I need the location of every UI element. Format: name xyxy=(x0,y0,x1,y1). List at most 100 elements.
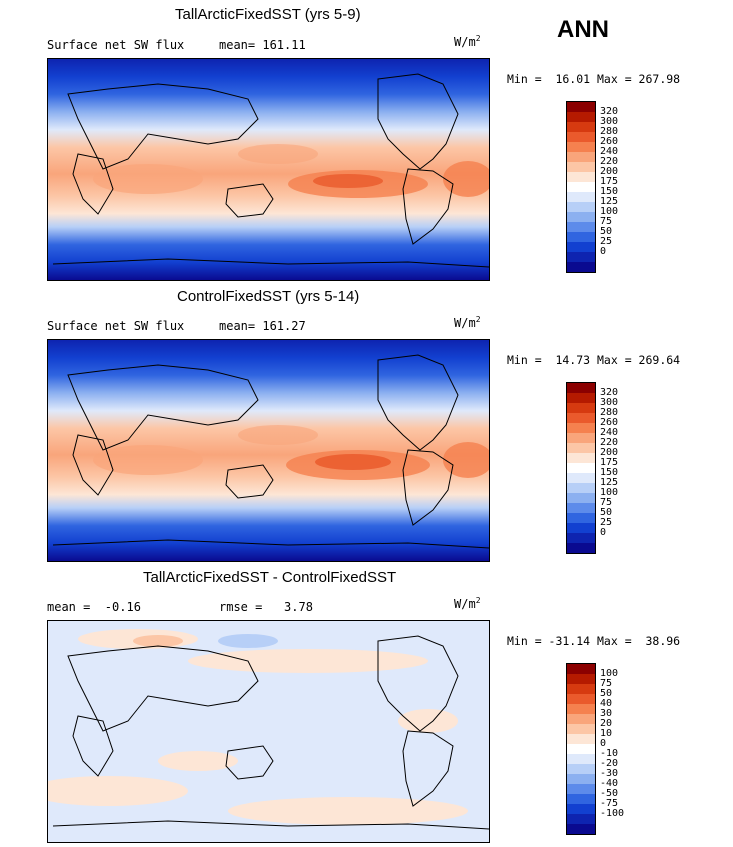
colorbar-swatch xyxy=(567,202,595,212)
panel-2-minmax: Min = 14.73 Max = 269.64 xyxy=(507,353,681,367)
panel-1-field-label: Surface net SW flux xyxy=(47,38,185,52)
colorbar-tick-label: 125 xyxy=(600,477,619,488)
panel-3-map xyxy=(47,620,490,843)
colorbar-tick-label: 100 xyxy=(600,668,619,679)
colorbar-tick-label: 10 xyxy=(600,728,613,739)
colorbar-swatch xyxy=(567,262,595,272)
colorbar-swatch xyxy=(567,252,595,262)
colorbar-swatch xyxy=(567,754,595,764)
colorbar-tick-label: 100 xyxy=(600,487,619,498)
colorbar-swatch xyxy=(567,523,595,533)
colorbar-swatch xyxy=(567,172,595,182)
panel-3-rmse: rmse = 3.78 xyxy=(219,600,313,614)
colorbar-tick-label: 280 xyxy=(600,407,619,418)
panel-2-units: W/m2 xyxy=(454,315,481,330)
colorbar-tick-label: 200 xyxy=(600,447,619,458)
colorbar-tick-label: 320 xyxy=(600,387,619,398)
colorbar-swatch xyxy=(567,503,595,513)
colorbar-tick-label: 25 xyxy=(600,517,613,528)
colorbar-tick-label: -100 xyxy=(600,808,625,819)
colorbar-tick-label: 320 xyxy=(600,106,619,117)
colorbar-tick-label: 150 xyxy=(600,186,619,197)
colorbar-swatch xyxy=(567,684,595,694)
panel-2-map xyxy=(47,339,490,562)
colorbar-swatch xyxy=(567,122,595,132)
colorbar-tick-label: 150 xyxy=(600,467,619,478)
panel-3-colorbar xyxy=(566,663,596,835)
colorbar-swatch xyxy=(567,112,595,122)
colorbar-tick-label: 0 xyxy=(600,246,607,257)
colorbar-tick-label: 20 xyxy=(600,718,613,729)
colorbar-swatch xyxy=(567,824,595,834)
colorbar-swatch xyxy=(567,433,595,443)
colorbar-swatch xyxy=(567,453,595,463)
colorbar-tick-label: 100 xyxy=(600,206,619,217)
colorbar-tick-label: -20 xyxy=(600,758,619,769)
colorbar-swatch xyxy=(567,102,595,112)
colorbar-swatch xyxy=(567,443,595,453)
colorbar-swatch xyxy=(567,784,595,794)
colorbar-tick-label: -50 xyxy=(600,788,619,799)
colorbar-swatch xyxy=(567,664,595,674)
colorbar-swatch xyxy=(567,804,595,814)
colorbar-tick-label: 175 xyxy=(600,176,619,187)
colorbar-tick-label: 200 xyxy=(600,166,619,177)
colorbar-swatch xyxy=(567,543,595,553)
panel-1-units: W/m2 xyxy=(454,34,481,49)
colorbar-tick-label: 50 xyxy=(600,226,613,237)
colorbar-swatch xyxy=(567,744,595,754)
colorbar-tick-label: -40 xyxy=(600,778,619,789)
panel-1-map xyxy=(47,58,490,281)
panel-1-colorbar xyxy=(566,101,596,273)
colorbar-swatch xyxy=(567,152,595,162)
colorbar-swatch xyxy=(567,192,595,202)
colorbar-tick-label: 175 xyxy=(600,457,619,468)
colorbar-swatch xyxy=(567,423,595,433)
panel-3-map-svg xyxy=(48,621,489,842)
colorbar-swatch xyxy=(567,493,595,503)
panel-3-units: W/m2 xyxy=(454,596,481,611)
panel-1-mean: mean= 161.11 xyxy=(219,38,306,52)
colorbar-swatch xyxy=(567,483,595,493)
colorbar-swatch xyxy=(567,473,595,483)
colorbar-swatch xyxy=(567,533,595,543)
colorbar-tick-label: 30 xyxy=(600,708,613,719)
colorbar-tick-label: 50 xyxy=(600,688,613,699)
panel-2-colorbar xyxy=(566,382,596,554)
colorbar-swatch xyxy=(567,674,595,684)
colorbar-swatch xyxy=(567,182,595,192)
panel-2-field-label: Surface net SW flux xyxy=(47,319,185,333)
colorbar-tick-label: 240 xyxy=(600,427,619,438)
colorbar-tick-label: 50 xyxy=(600,507,613,518)
colorbar-swatch xyxy=(567,222,595,232)
colorbar-tick-label: 75 xyxy=(600,216,613,227)
colorbar-swatch xyxy=(567,734,595,744)
colorbar-tick-label: 240 xyxy=(600,146,619,157)
colorbar-tick-label: 25 xyxy=(600,236,613,247)
colorbar-tick-label: -75 xyxy=(600,798,619,809)
colorbar-tick-label: 75 xyxy=(600,497,613,508)
colorbar-swatch xyxy=(567,463,595,473)
panel-3-minmax: Min = -31.14 Max = 38.96 xyxy=(507,634,681,648)
colorbar-tick-label: 0 xyxy=(600,738,607,749)
colorbar-swatch xyxy=(567,724,595,734)
panel-1-minmax: Min = 16.01 Max = 267.98 xyxy=(507,72,681,86)
colorbar-swatch xyxy=(567,242,595,252)
colorbar-swatch xyxy=(567,814,595,824)
colorbar-tick-label: -30 xyxy=(600,768,619,779)
colorbar-tick-label: 260 xyxy=(600,417,619,428)
panel-1-title: TallArcticFixedSST (yrs 5-9) xyxy=(175,6,361,23)
colorbar-swatch xyxy=(567,142,595,152)
panel-2-map-svg xyxy=(48,340,489,561)
colorbar-tick-label: 75 xyxy=(600,678,613,689)
colorbar-swatch xyxy=(567,774,595,784)
colorbar-swatch xyxy=(567,764,595,774)
colorbar-tick-label: 280 xyxy=(600,126,619,137)
colorbar-swatch xyxy=(567,232,595,242)
panel-3-title: TallArcticFixedSST - ControlFixedSST xyxy=(143,569,397,586)
colorbar-swatch xyxy=(567,212,595,222)
colorbar-swatch xyxy=(567,704,595,714)
colorbar-swatch xyxy=(567,513,595,523)
colorbar-tick-label: 220 xyxy=(600,156,619,167)
colorbar-tick-label: 0 xyxy=(600,527,607,538)
